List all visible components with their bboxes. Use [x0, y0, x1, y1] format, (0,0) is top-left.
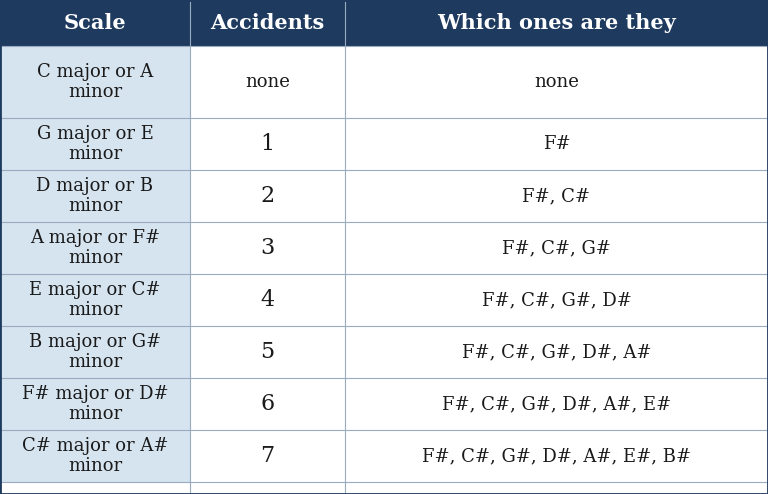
Bar: [190, 46, 345, 118]
Bar: [190, 326, 345, 378]
Bar: [0, 170, 190, 222]
Bar: [190, 170, 345, 222]
Bar: [345, 46, 768, 118]
Bar: [345, 222, 768, 274]
Text: F# major or D#
minor: F# major or D# minor: [22, 385, 168, 423]
Text: C major or A
minor: C major or A minor: [37, 63, 153, 101]
Text: G major or E
minor: G major or E minor: [37, 124, 154, 164]
Text: none: none: [534, 73, 579, 91]
Bar: [345, 274, 768, 326]
Bar: [0, 118, 190, 170]
Bar: [190, 222, 345, 274]
Text: D major or B
minor: D major or B minor: [36, 176, 154, 215]
Text: F#, C#: F#, C#: [522, 187, 591, 205]
Bar: [190, 274, 345, 326]
Bar: [0, 274, 190, 326]
Text: 3: 3: [260, 237, 275, 259]
Bar: [190, 118, 345, 170]
Bar: [345, 170, 768, 222]
Text: 1: 1: [260, 133, 275, 155]
Text: Which ones are they: Which ones are they: [437, 13, 676, 33]
Text: A major or F#
minor: A major or F# minor: [30, 229, 160, 267]
Text: B major or G#
minor: B major or G# minor: [29, 332, 161, 371]
Text: Accidents: Accidents: [210, 13, 325, 33]
Text: F#, C#, G#, D#, A#, E#: F#, C#, G#, D#, A#, E#: [442, 395, 671, 413]
Bar: [0, 0, 190, 46]
Bar: [345, 326, 768, 378]
Text: F#, C#, G#, D#, A#: F#, C#, G#, D#, A#: [462, 343, 651, 361]
Bar: [345, 0, 768, 46]
Bar: [0, 222, 190, 274]
Text: F#, C#, G#, D#, A#, E#, B#: F#, C#, G#, D#, A#, E#, B#: [422, 447, 691, 465]
Text: 6: 6: [260, 393, 275, 415]
Bar: [190, 378, 345, 430]
Text: F#: F#: [543, 135, 571, 153]
Text: F#, C#, G#: F#, C#, G#: [502, 239, 611, 257]
Text: F#, C#, G#, D#: F#, C#, G#, D#: [482, 291, 631, 309]
Text: 7: 7: [260, 445, 275, 467]
Bar: [190, 430, 345, 482]
Bar: [0, 326, 190, 378]
Bar: [345, 118, 768, 170]
Bar: [345, 430, 768, 482]
Text: C# major or A#
minor: C# major or A# minor: [22, 437, 168, 475]
Text: 2: 2: [260, 185, 275, 207]
Bar: [0, 46, 190, 118]
Text: 4: 4: [260, 289, 275, 311]
Bar: [0, 378, 190, 430]
Text: E major or C#
minor: E major or C# minor: [29, 281, 161, 320]
Bar: [345, 378, 768, 430]
Text: Scale: Scale: [64, 13, 126, 33]
Text: none: none: [245, 73, 290, 91]
Text: 5: 5: [260, 341, 275, 363]
Bar: [0, 430, 190, 482]
Bar: [190, 0, 345, 46]
